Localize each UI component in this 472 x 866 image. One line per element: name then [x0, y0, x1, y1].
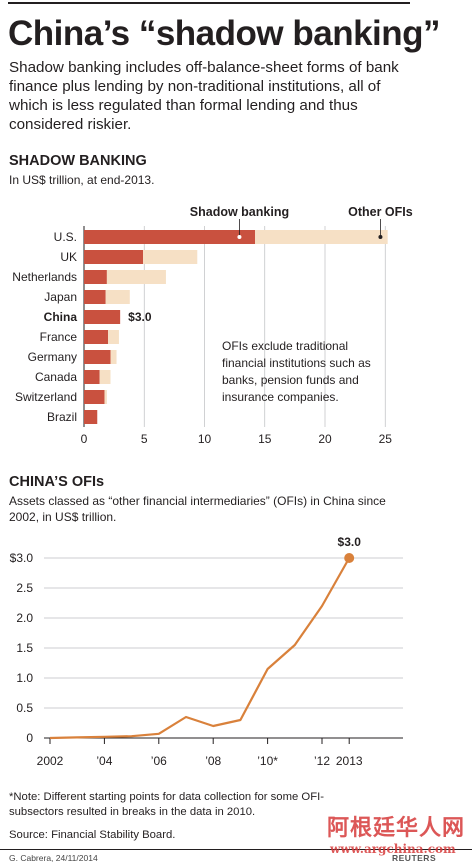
x-tick-label: ’04 — [96, 754, 112, 768]
bar-other-ofis — [255, 230, 388, 244]
agency-logo: REUTERS — [392, 853, 437, 863]
x-tick-label: ’10* — [257, 754, 278, 768]
y-tick-label: 0 — [26, 731, 33, 745]
x-tick-label: 2013 — [336, 754, 363, 768]
watermark-url: www.argchina.com — [330, 842, 456, 856]
x-tick-label: 20 — [318, 432, 332, 446]
x-tick-label: ’08 — [205, 754, 221, 768]
bar-shadow-banking — [84, 310, 121, 324]
end-point-marker — [344, 553, 355, 563]
footnote: *Note: Different starting points for dat… — [9, 791, 324, 818]
series-line-china-ofis — [49, 557, 351, 740]
y-tick-label: 1.5 — [16, 641, 33, 655]
x-tick-label: 15 — [258, 432, 272, 446]
legend-dot-shadow — [237, 235, 242, 239]
page-title: China’s “shadow banking” — [8, 14, 441, 53]
category-label: China — [44, 310, 78, 324]
y-tick-label: $3.0 — [10, 551, 34, 565]
category-label: Brazil — [47, 410, 77, 424]
bar-chart: 0 5 10 15 20 25 U.S. UK Netherlands Japan China $3.… — [12, 205, 413, 446]
bar-other-ofis — [104, 390, 107, 404]
category-label: UK — [60, 250, 77, 264]
category-label: U.S. — [54, 230, 77, 244]
x-tick-label: 5 — [141, 432, 148, 446]
line-chart-subheading: Assets classed as “other financial inter… — [9, 494, 386, 524]
category-label: Netherlands — [12, 270, 77, 284]
bar-shadow-banking — [84, 270, 107, 284]
bottom-rule — [0, 849, 472, 850]
bar-other-ofis — [99, 370, 111, 384]
bar-other-ofis — [108, 330, 119, 344]
x-tick-label: 10 — [198, 432, 212, 446]
bar-chart-subheading: In US$ trillion, at end-2013. — [9, 173, 155, 187]
bar-shadow-banking — [84, 250, 144, 264]
category-label: Germany — [28, 350, 77, 364]
bar-other-ofis — [143, 250, 198, 264]
y-tick-label: 2.0 — [16, 611, 33, 625]
category-label: Switzerland — [15, 390, 77, 404]
category-label: Canada — [35, 370, 77, 384]
x-tick-label: 25 — [379, 432, 393, 446]
legend-dot-other — [378, 235, 383, 239]
x-tick-label: ’12 — [314, 754, 330, 768]
bar-shadow-banking — [84, 290, 106, 304]
top-rule — [8, 2, 410, 4]
bar-shadow-banking — [84, 390, 105, 404]
ofi-definition-note: OFIs exclude traditional financial insti… — [222, 339, 371, 404]
bar-shadow-banking — [84, 410, 98, 424]
line-chart-heading: CHINA’S OFIs — [9, 474, 105, 490]
y-tick-label: 0.5 — [16, 701, 33, 715]
source-line: Source: Financial Stability Board. — [9, 829, 176, 841]
bar-other-ofis — [105, 290, 130, 304]
bar-shadow-banking — [84, 350, 111, 364]
y-tick-label: 1.0 — [16, 671, 33, 685]
end-point-label: $3.0 — [338, 535, 362, 549]
watermark: 阿根廷华人网 — [327, 815, 466, 841]
legend-shadow-banking: Shadow banking — [190, 205, 289, 219]
x-tick-label: 0 — [81, 432, 88, 446]
bar-shadow-banking — [84, 370, 100, 384]
page-subtitle: Shadow banking includes off-balance-shee… — [9, 59, 399, 133]
data-label: $3.0 — [128, 310, 152, 324]
bar-other-ofis — [106, 270, 166, 284]
bar-other-ofis — [110, 350, 117, 364]
y-tick-label: 2.5 — [16, 581, 33, 595]
category-label: Japan — [44, 290, 77, 304]
legend-other-ofis: Other OFIs — [348, 205, 413, 219]
bar-chart-heading: SHADOW BANKING — [9, 153, 147, 169]
category-label: France — [40, 330, 78, 344]
bar-shadow-banking — [84, 230, 256, 244]
x-tick-label: 2002 — [37, 754, 64, 768]
line-chart: 0 0.5 1.0 1.5 2.0 2.5 $3.0 2002 ’04 ’06 ’08 ’10* ’12… — [10, 535, 403, 768]
credit-line: G. Cabrera, 24/11/2014 — [9, 853, 98, 863]
x-tick-label: ’06 — [151, 754, 167, 768]
bar-shadow-banking — [84, 330, 109, 344]
